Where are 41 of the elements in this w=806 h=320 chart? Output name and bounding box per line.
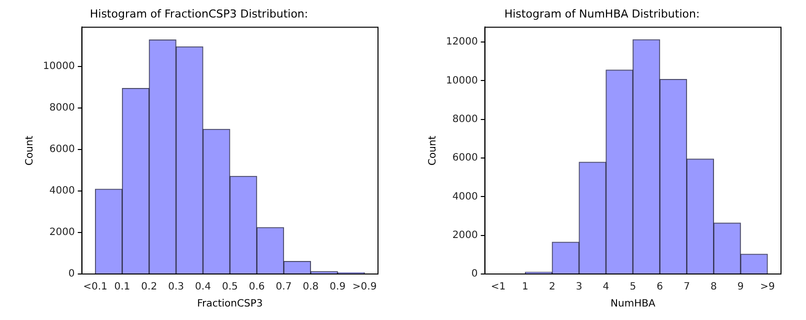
y-tick-label: 10000: [446, 75, 478, 86]
x-axis-title: NumHBA: [610, 298, 656, 310]
x-tick-label: 5: [630, 282, 636, 293]
y-tick-label: 8000: [49, 102, 75, 114]
x-tick-label: 0.6: [248, 282, 265, 293]
x-tick-label: 0.9: [330, 282, 346, 293]
x-axis-title: FractionCSP3: [197, 298, 263, 310]
x-tick-label: 0.5: [222, 282, 238, 293]
x-tick-label: 0.8: [302, 282, 319, 293]
x-tick-label: 9: [737, 282, 744, 293]
x-tick-label: 0.4: [195, 282, 211, 293]
y-axis-title: Count: [24, 136, 36, 166]
x-tick-label: <1: [490, 282, 506, 293]
x-tick-label: <0.1: [83, 282, 108, 293]
y-tick-label: 8000: [452, 114, 478, 125]
y-tick-label: 2000: [452, 230, 478, 241]
x-tick-label: 7: [684, 282, 690, 293]
x-tick-label: 3: [576, 282, 582, 293]
y-tick-label: 0: [68, 268, 75, 280]
x-tick-label: 0.2: [141, 282, 158, 293]
y-tick-label: 6000: [49, 144, 75, 155]
chart-title: Histogram of FractionCSP3 Distribution:: [90, 7, 308, 20]
y-tick-label: 4000: [49, 185, 75, 196]
x-tick-label: >0.9: [352, 282, 377, 293]
y-tick-label: 4000: [452, 191, 478, 202]
x-tick-label: 2: [548, 282, 556, 293]
x-tick-label: 0.1: [114, 282, 130, 293]
x-tick-label: 1: [522, 282, 528, 293]
y-tick-label: 0: [471, 268, 478, 280]
y-tick-label: 2000: [49, 227, 75, 238]
chart-title: Histogram of NumHBA Distribution:: [504, 7, 700, 20]
y-tick-label: 6000: [452, 152, 478, 164]
x-tick-label: 4: [602, 282, 610, 293]
y-tick-label: 10000: [43, 60, 75, 72]
x-tick-label: >9: [760, 282, 775, 293]
x-tick-label: 8: [710, 282, 717, 293]
x-tick-label: 0.3: [168, 282, 184, 293]
x-tick-label: 6: [656, 282, 664, 293]
x-tick-label: 0.7: [276, 282, 292, 293]
y-axis-title: Count: [428, 136, 439, 166]
y-tick-label: 12000: [446, 36, 478, 48]
